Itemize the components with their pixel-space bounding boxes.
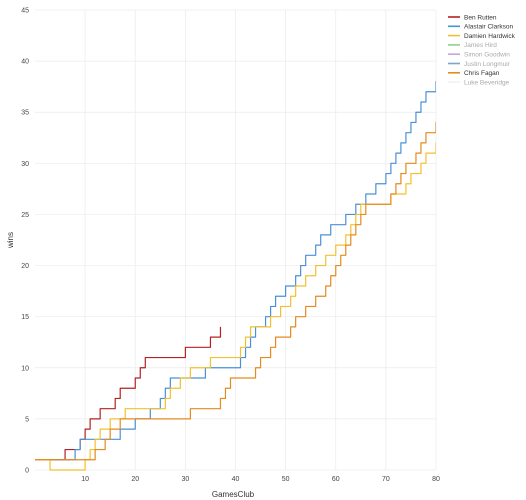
x-tick-label: 50 [282, 476, 290, 483]
legend-label: Luke Beveridge [464, 79, 510, 86]
x-axis-ticks: 10 20 30 40 50 60 70 80 [81, 476, 440, 483]
y-tick-label: 20 [21, 263, 29, 270]
y-tick-label: 5 [25, 416, 29, 423]
legend-label: Chris Fagan [464, 70, 500, 77]
y-tick-label: 35 [21, 110, 29, 117]
y-tick-label: 15 [21, 314, 29, 321]
x-axis-title: GamesClub [212, 490, 255, 499]
series-line-alastair-clarkson [35, 80, 436, 461]
y-axis-ticks: 0 5 10 15 20 25 30 35 40 45 [21, 8, 29, 475]
legend-item-damien-hardwick: Damien Hardwick [448, 33, 516, 40]
x-tick-label: 20 [131, 476, 139, 483]
x-tick-label: 40 [232, 476, 240, 483]
legend-label: Alastair Clarkson [464, 24, 514, 31]
x-tick-label: 60 [332, 476, 340, 483]
series-line-ben-rutten [35, 326, 222, 461]
y-axis-title: wins [6, 232, 15, 249]
y-tick-label: 25 [21, 212, 29, 219]
y-tick-label: 0 [25, 468, 29, 475]
legend-item-chris-fagan: Chris Fagan [448, 70, 500, 77]
series-line-chris-fagan [35, 121, 436, 461]
legend-label: Damien Hardwick [464, 33, 516, 40]
legend-item-justin-longmuir: Justin Longmuir [448, 61, 511, 68]
x-tick-label: 10 [81, 476, 89, 483]
legend: Ben Rutten Alastair Clarkson Damien Hardwi… [448, 14, 516, 86]
y-tick-label: 30 [21, 161, 29, 168]
x-tick-label: 70 [382, 476, 390, 483]
legend-item-luke-beveridge: Luke Beveridge [448, 79, 510, 86]
legend-label: Simon Goodwin [464, 52, 510, 59]
series-lines [35, 80, 436, 471]
legend-item-simon-goodwin: Simon Goodwin [448, 52, 510, 59]
legend-label: Ben Rutten [464, 14, 497, 21]
legend-item-james-hird: James Hird [448, 42, 497, 49]
legend-item-ben-rutten: Ben Rutten [448, 14, 497, 21]
legend-label: Justin Longmuir [464, 61, 511, 68]
x-tick-label: 30 [181, 476, 189, 483]
y-tick-label: 45 [21, 8, 29, 15]
y-tick-label: 10 [21, 365, 29, 372]
y-tick-label: 40 [21, 59, 29, 66]
x-tick-label: 80 [432, 476, 440, 483]
legend-label: James Hird [464, 42, 497, 49]
legend-item-alastair-clarkson: Alastair Clarkson [448, 24, 514, 31]
grid [35, 9, 437, 471]
